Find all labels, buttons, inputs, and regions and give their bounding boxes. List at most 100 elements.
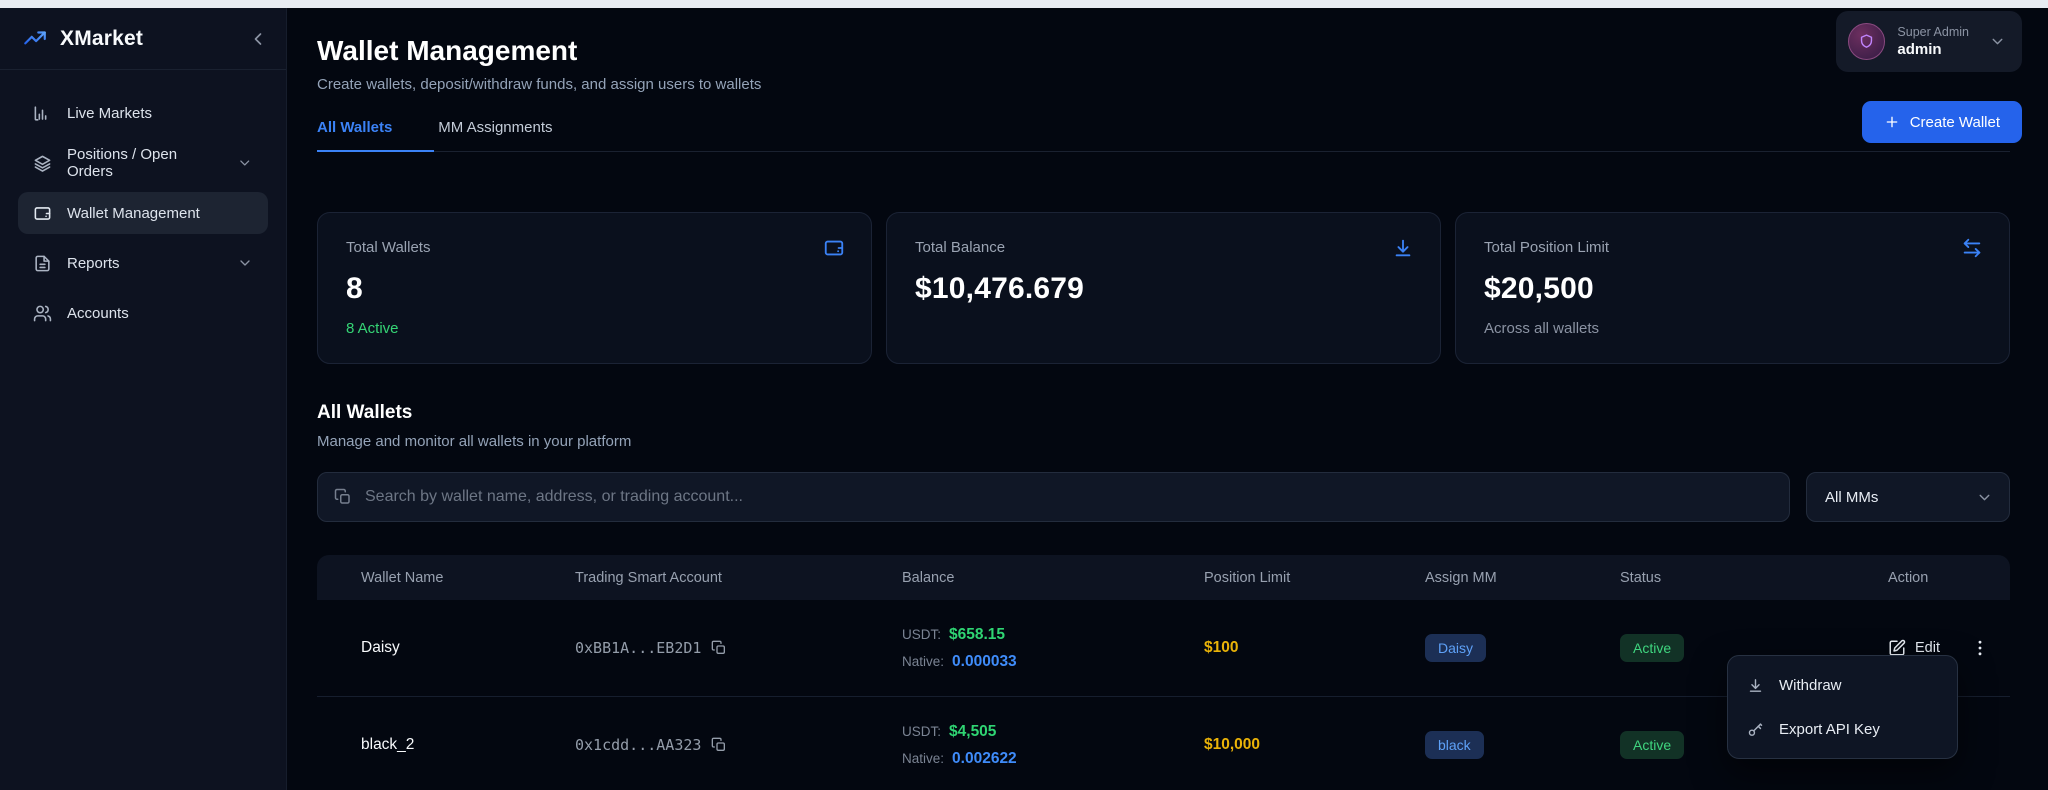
section-title: All Wallets (317, 402, 413, 423)
table-row: Daisy 0xBB1A...EB2D1 USDT: $658.15 Native… (317, 600, 2010, 697)
shield-icon (1861, 34, 1873, 48)
table-header: Wallet Name Trading Smart Account Balanc… (317, 555, 2010, 600)
mm-badge: black (1425, 731, 1484, 759)
toolbar: All MMs (317, 472, 2010, 522)
chevron-down-icon (1992, 38, 2003, 45)
sidebar-item-positions-open-orders[interactable]: Positions / Open Orders (18, 142, 268, 184)
menu-item-label: Export API Key (1779, 720, 1880, 738)
balance-cell: USDT: $658.15 Native: 0.000033 (902, 626, 1204, 671)
key-icon (1748, 722, 1763, 736)
edit-button[interactable]: Edit (1888, 639, 1940, 657)
mm-filter-select[interactable]: All MMs (1806, 472, 2010, 522)
sidebar-item-accounts[interactable]: Accounts (18, 292, 268, 334)
native-label: Native: (902, 750, 945, 766)
native-label: Native: (902, 653, 945, 669)
kebab-menu-icon[interactable] (1970, 638, 1990, 658)
browser-edge-strip (0, 0, 2048, 8)
create-wallet-button[interactable]: Create Wallet (1861, 101, 2022, 143)
position-limit: $10,000 (1204, 736, 1261, 753)
stat-sub: 8 Active (346, 320, 399, 337)
sidebar-item-label: Live Markets (67, 104, 153, 122)
tab-mm-assignments[interactable]: MM Assignments (438, 119, 553, 136)
create-wallet-label: Create Wallet (1909, 113, 2000, 131)
wallet-name: Daisy (361, 639, 400, 656)
column-header: Action (1888, 569, 1929, 586)
chevron-left-icon[interactable] (248, 29, 268, 49)
menu-item-label: Withdraw (1779, 676, 1842, 694)
tab-bar: All Wallets MM Assignments (317, 119, 2010, 152)
copy-icon[interactable] (711, 737, 727, 753)
sidebar-item-label: Wallet Management (67, 204, 200, 222)
download-icon (1395, 239, 1411, 257)
column-header: Assign MM (1425, 569, 1497, 586)
native-balance: 0.002622 (952, 749, 1017, 767)
chevron-down-icon (240, 160, 250, 166)
status-badge: Active (1620, 731, 1685, 759)
wallet-name: black_2 (361, 736, 415, 753)
column-header: Wallet Name (361, 569, 444, 586)
column-header: Balance (902, 569, 955, 586)
edit-label: Edit (1915, 640, 1940, 656)
bar-chart-icon (34, 105, 47, 121)
file-icon (35, 255, 50, 271)
stat-card-total-balance: Total Balance $10,476.679 (886, 212, 1441, 364)
wallet-icon (34, 206, 51, 220)
wallets-table: Wallet Name Trading Smart Account Balanc… (317, 555, 2010, 790)
position-limit: $100 (1204, 639, 1239, 656)
trading-account-address: 0x1cdd...AA323 (575, 736, 702, 754)
transfer-icon (1963, 238, 1981, 258)
action-cell: Edit (1888, 638, 1990, 658)
copy-icon (334, 488, 350, 504)
menu-item-export-api-key[interactable]: Export API Key (1728, 707, 1957, 751)
edit-icon (1889, 639, 1906, 656)
table-row: black_2 0x1cdd...AA323 USDT: $4,505 Nativ… (317, 697, 2010, 790)
user-menu[interactable]: Super Admin admin (1836, 11, 2022, 72)
stat-value: 8 (346, 272, 363, 305)
plus-icon (1886, 116, 1898, 128)
sidebar-item-label: Accounts (67, 304, 129, 322)
section-subtitle: Manage and monitor all wallets in your p… (317, 433, 632, 450)
balance-cell: USDT: $4,505 Native: 0.002622 (902, 723, 1204, 768)
mm-badge: Daisy (1425, 634, 1487, 662)
page-title: Wallet Management (317, 35, 578, 66)
layers-icon (34, 155, 51, 172)
stat-value: $10,476.679 (915, 272, 1085, 305)
user-name: admin (1897, 41, 1942, 58)
page-subtitle: Create wallets, deposit/withdraw funds, … (317, 76, 762, 93)
stat-card-total-wallets: Total Wallets 8 8 Active (317, 212, 872, 364)
brand-name: XMarket (60, 26, 144, 50)
status-badge: Active (1620, 634, 1685, 662)
column-header: Position Limit (1204, 569, 1291, 586)
stat-label: Total Position Limit (1484, 239, 1610, 256)
sidebar-nav: Live Markets Positions / Open Orders Wal… (0, 70, 286, 356)
trending-up-logo-icon (24, 30, 46, 44)
mm-filter-value: All MMs (1825, 488, 1879, 506)
stat-card-total-position-limit: Total Position Limit $20,500 Across all … (1455, 212, 2010, 364)
stats-row: Total Wallets 8 8 Active Total Balance $… (317, 212, 2010, 364)
copy-icon[interactable] (711, 640, 727, 656)
sidebar-item-live-markets[interactable]: Live Markets (18, 92, 268, 134)
chevron-down-icon (1979, 494, 1990, 500)
sidebar-item-wallet-management[interactable]: Wallet Management (18, 192, 268, 234)
chevron-down-icon (240, 260, 250, 266)
native-balance: 0.000033 (952, 652, 1017, 670)
menu-item-withdraw[interactable]: Withdraw (1728, 663, 1957, 707)
user-role: Super Admin (1897, 25, 1969, 39)
usdt-balance: $4,505 (949, 722, 997, 740)
search-box (317, 472, 1790, 522)
stat-label: Total Wallets (346, 239, 431, 256)
stat-value: $20,500 (1484, 272, 1594, 305)
column-header: Trading Smart Account (575, 569, 722, 586)
sidebar-item-label: Reports (67, 254, 120, 272)
main-content: Wallet Management Create wallets, deposi… (287, 8, 2048, 790)
column-header: Status (1620, 569, 1662, 586)
sidebar-item-label: Positions / Open Orders (67, 146, 178, 180)
avatar (1848, 23, 1886, 60)
download-icon (1749, 678, 1762, 692)
usdt-balance: $658.15 (949, 625, 1006, 643)
sidebar-item-reports[interactable]: Reports (18, 242, 268, 284)
tab-all-wallets[interactable]: All Wallets (317, 119, 435, 152)
sidebar: XMarket Live Markets Positions / Open Or… (0, 8, 287, 790)
usdt-label: USDT: (902, 626, 942, 642)
search-input[interactable] (365, 488, 1773, 506)
